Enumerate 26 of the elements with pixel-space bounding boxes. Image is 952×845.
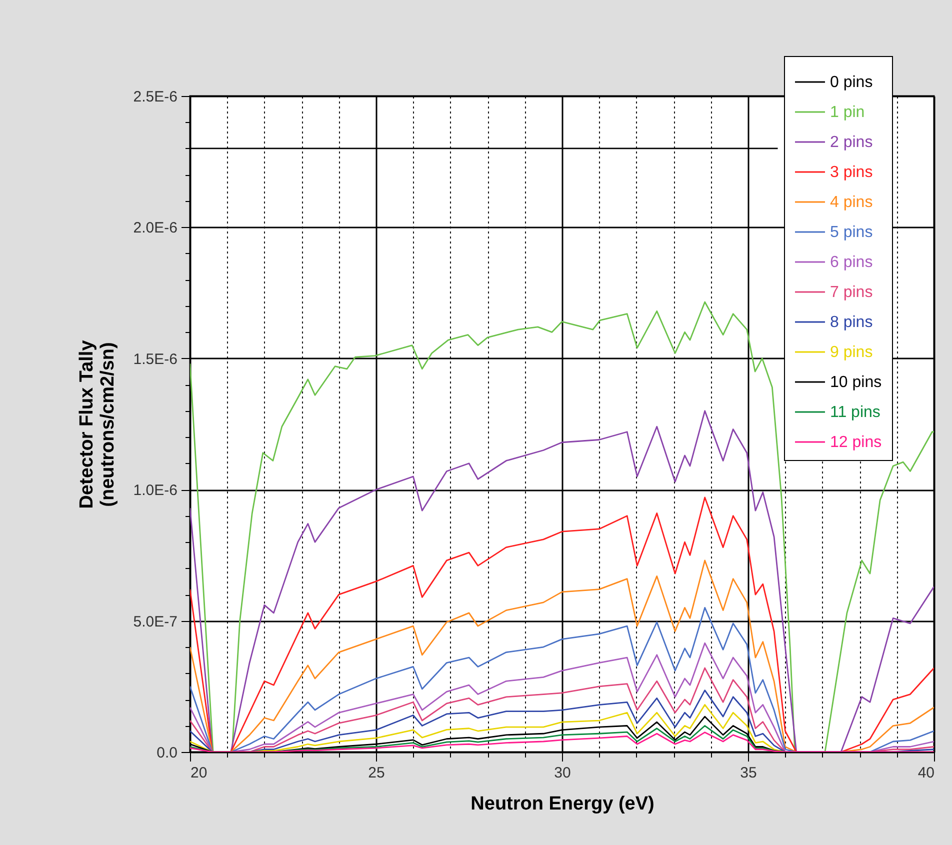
legend-label: 2 pins [830,134,873,151]
legend-label: 4 pins [830,194,873,211]
legend-label: 8 pins [830,314,873,331]
x-tick-label: 40 [918,764,934,782]
x-tick-label: 20 [190,764,208,782]
legend-label: 5 pins [830,224,873,241]
y-tick-label: 1.5E-6 [133,350,178,368]
legend-label: 9 pins [830,344,873,361]
y-tick-label: 0.0 [156,744,178,762]
legend-label: 12 pins [830,434,882,451]
y-tick-label: 5.0E-7 [133,613,178,630]
x-tick-label: 35 [740,764,757,782]
x-tick-label: 25 [368,764,385,782]
x-axis-title: Neutron Energy (eV) [470,794,654,814]
legend-label: 6 pins [830,254,873,271]
legend-label: 3 pins [830,164,873,181]
legend-label: 11 pins [830,404,880,421]
y-tick-label: 1.0E-6 [133,482,178,500]
y-tick-label: 2.5E-6 [133,88,178,106]
y-axis-title: Detector Flux Tally (neutrons/cm2/sn) [76,340,118,509]
x-tick-label: 30 [554,764,571,782]
legend-label: 10 pins [830,374,882,391]
legend-label: 0 pins [830,74,873,91]
y-tick-label: 2.0E-6 [133,220,178,237]
legend-label: 7 pins [830,284,873,301]
legend-label: 1 pin [830,104,865,121]
